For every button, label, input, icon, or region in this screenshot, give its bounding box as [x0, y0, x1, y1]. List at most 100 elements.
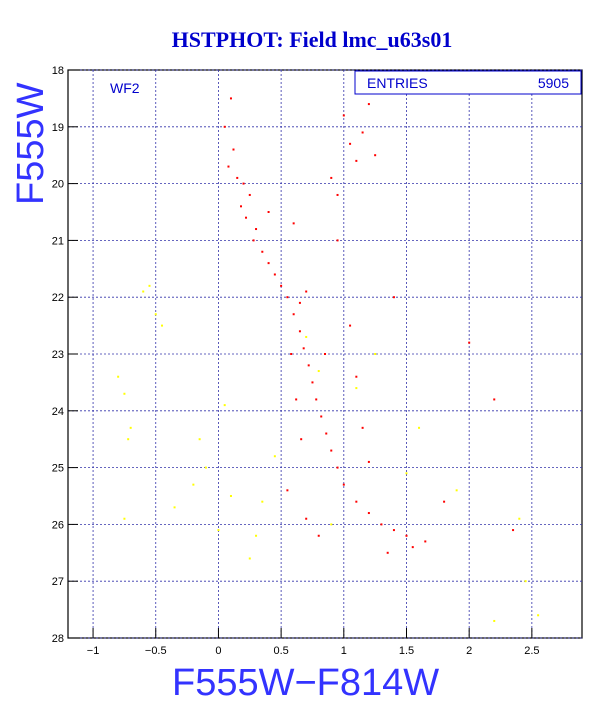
- data-point: [286, 489, 289, 492]
- data-point: [229, 97, 232, 100]
- data-point: [295, 398, 298, 401]
- data-point: [392, 296, 395, 299]
- data-points: [117, 97, 540, 622]
- data-point: [236, 176, 239, 179]
- data-point: [455, 489, 458, 492]
- data-point: [123, 392, 126, 395]
- data-point: [320, 415, 323, 418]
- data-point: [392, 529, 395, 532]
- data-point: [248, 557, 251, 560]
- x-tick-label: 1.5: [399, 645, 414, 657]
- data-point: [361, 426, 364, 429]
- data-point: [148, 284, 151, 287]
- data-point: [342, 483, 345, 486]
- x-tick-label: 1: [341, 645, 347, 657]
- data-point: [330, 449, 333, 452]
- chart-title: HSTPHOT: Field lmc_u63s01: [172, 27, 453, 52]
- data-point: [142, 290, 145, 293]
- data-point: [355, 375, 358, 378]
- data-point: [324, 353, 326, 355]
- data-point: [227, 165, 230, 168]
- data-point: [386, 551, 389, 554]
- data-point: [349, 142, 352, 145]
- data-point: [405, 534, 408, 537]
- data-point: [411, 546, 414, 549]
- panel-label: WF2: [110, 80, 140, 96]
- data-point: [367, 103, 370, 106]
- stats-box: ENTRIES 5905: [354, 70, 582, 95]
- x-tick-label: 2: [466, 645, 472, 657]
- data-point: [493, 619, 496, 622]
- data-point: [255, 228, 258, 231]
- data-point: [518, 517, 521, 520]
- data-point: [229, 495, 232, 497]
- data-point: [217, 529, 220, 532]
- y-tick-label: 27: [52, 576, 64, 588]
- data-point: [349, 324, 352, 327]
- data-point: [418, 426, 421, 429]
- data-point: [468, 341, 471, 344]
- y-tick-label: 19: [52, 122, 64, 134]
- grid-lines: [68, 69, 582, 639]
- data-point: [173, 506, 176, 509]
- data-point: [374, 154, 377, 157]
- data-point: [240, 205, 243, 208]
- data-point: [129, 426, 132, 429]
- y-tick-label: 24: [52, 406, 64, 418]
- data-point: [267, 262, 270, 265]
- data-point: [330, 523, 333, 526]
- data-point: [292, 313, 295, 316]
- x-tick-label: −0.5: [145, 645, 167, 657]
- x-axis-ticks: −1 −0.5 0 0.5 1 1.5 2 2.5: [87, 628, 540, 657]
- data-point: [317, 370, 320, 373]
- data-point: [311, 381, 314, 384]
- x-tick-label: 2.5: [524, 645, 539, 657]
- data-point: [292, 222, 295, 225]
- data-point: [342, 114, 345, 117]
- data-point: [286, 296, 289, 299]
- data-point: [248, 193, 251, 196]
- y-axis-label: F555W: [10, 82, 52, 205]
- stats-entries-value: 5905: [538, 75, 569, 91]
- x-tick-label: 0.5: [273, 645, 288, 657]
- data-point: [537, 614, 540, 617]
- data-point: [336, 466, 339, 469]
- data-point: [298, 330, 301, 333]
- data-point: [273, 273, 276, 276]
- data-point: [302, 347, 305, 350]
- y-tick-label: 21: [52, 235, 64, 247]
- data-point: [493, 398, 496, 401]
- data-point: [261, 250, 264, 253]
- data-point: [315, 398, 318, 401]
- data-point: [154, 313, 157, 316]
- data-point: [273, 455, 276, 458]
- y-axis-ticks: 18 19 20 21 22 23 24 25 26 27 28: [52, 65, 78, 645]
- data-point: [298, 301, 301, 304]
- y-tick-label: 18: [52, 65, 64, 77]
- y-tick-label: 23: [52, 349, 64, 361]
- y-tick-label: 26: [52, 519, 64, 531]
- data-point: [223, 404, 226, 407]
- data-point: [305, 290, 308, 293]
- data-point: [280, 284, 283, 287]
- data-point: [252, 239, 255, 242]
- data-point: [242, 182, 245, 185]
- y-tick-label: 25: [52, 463, 64, 475]
- data-point: [405, 472, 408, 475]
- data-point: [512, 529, 515, 532]
- data-point: [245, 216, 248, 219]
- data-point: [355, 159, 358, 162]
- data-point: [198, 438, 201, 441]
- data-point: [380, 523, 383, 526]
- data-point: [290, 353, 293, 355]
- data-point: [307, 364, 310, 367]
- x-axis-label: F555W−F814W: [172, 662, 439, 704]
- data-point: [325, 432, 328, 435]
- data-point: [127, 438, 130, 441]
- data-point: [300, 438, 303, 441]
- data-point: [255, 534, 258, 537]
- data-point: [367, 460, 370, 463]
- data-point: [261, 500, 264, 503]
- data-point: [355, 387, 358, 390]
